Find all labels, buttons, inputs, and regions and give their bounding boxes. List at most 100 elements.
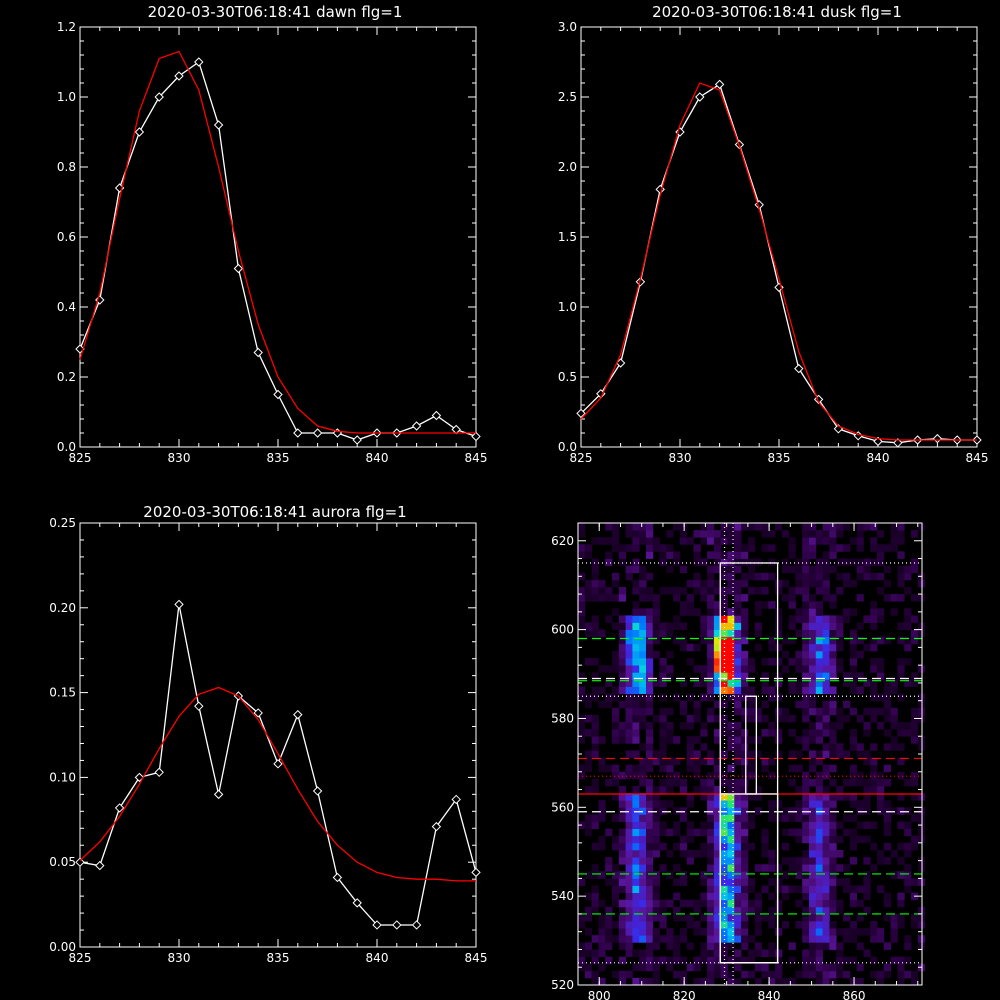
heatmap-cell (727, 736, 735, 744)
heatmap-cell (809, 537, 817, 545)
heatmap-cell (904, 658, 912, 666)
heatmap-cell (775, 878, 783, 886)
heatmap-cell (849, 650, 857, 659)
heatmap-cell (720, 629, 728, 638)
heatmap-cell (809, 970, 817, 979)
heatmap-cell (768, 850, 776, 858)
heatmap-cell (890, 530, 898, 538)
dusk-plot-frame (580, 26, 978, 448)
heatmap-cell (815, 864, 823, 872)
heatmap-cell (659, 629, 667, 638)
heatmap-cell (904, 587, 912, 595)
heatmap-cell (612, 771, 620, 780)
heatmap-cell (741, 921, 749, 929)
heatmap-cell (639, 935, 647, 943)
heatmap-cell (625, 650, 633, 659)
heatmap-cell (917, 736, 925, 744)
heatmap-cell (829, 899, 837, 908)
heatmap-cell (625, 814, 633, 822)
heatmap-cell (734, 743, 742, 751)
heatmap-cell (856, 686, 864, 694)
heatmap-cell (727, 743, 735, 751)
heatmap-cell (639, 636, 647, 645)
heatmap-cell (713, 814, 722, 822)
heatmap-cell (720, 842, 728, 851)
heatmap-cell (646, 835, 654, 844)
heatmap-cell (822, 807, 830, 815)
heatmap-cell (863, 722, 871, 730)
heatmap-cell (809, 778, 817, 787)
heatmap-cell (707, 523, 715, 531)
heatmap-cell (802, 544, 810, 552)
heatmap-cell (639, 864, 647, 872)
heatmap-cell (904, 871, 912, 879)
heatmap-cell (713, 800, 722, 808)
heatmap-cell (883, 970, 891, 979)
heatmap-cell (598, 921, 606, 929)
heatmap-cell (679, 850, 688, 858)
heatmap-cell (700, 672, 708, 680)
dawn-title: 2020-03-30T06:18:41 dawn flg=1 (148, 3, 403, 21)
heatmap-cell (707, 864, 715, 872)
heatmap-cell (815, 672, 823, 680)
heatmap-cell (713, 565, 722, 574)
heatmap-cell (775, 693, 783, 702)
heatmap-cell (856, 963, 864, 972)
heatmap-cell (870, 665, 878, 673)
heatmap-cell (836, 530, 844, 538)
heatmap-cell (917, 942, 925, 950)
heatmap-cell (877, 722, 885, 730)
heatmap-cell (646, 793, 654, 801)
heatmap-cell (788, 864, 796, 872)
heatmap-cell (829, 928, 837, 936)
heatmap-cell (625, 949, 633, 957)
heatmap-cell (618, 622, 626, 630)
heatmap-cell (829, 864, 837, 872)
heatmap-cell (646, 857, 654, 865)
heatmap-cell (625, 807, 633, 815)
heatmap-cell (679, 977, 688, 986)
heatmap-cell (625, 892, 633, 901)
heatmap-cell (598, 594, 606, 602)
heatmap-cell (659, 665, 667, 673)
heatmap-cell (632, 629, 640, 638)
heatmap-cell (904, 722, 912, 730)
heatmap-cell (625, 622, 633, 630)
heatmap-cell (890, 679, 898, 687)
heatmap-cell (727, 572, 735, 581)
heatmap-cell (795, 572, 803, 581)
heatmap-cell (897, 771, 905, 780)
heatmap-cell (890, 523, 898, 531)
heatmap-cell (584, 693, 592, 702)
heatmap-cell (612, 778, 620, 787)
heatmap-cell (598, 736, 606, 744)
heatmap-cell (877, 672, 885, 680)
heatmap-cell (877, 928, 885, 936)
heatmap-cell (843, 672, 851, 680)
heatmap-cell (652, 899, 660, 908)
heatmap-cell (727, 729, 735, 737)
heatmap-cell (802, 714, 810, 723)
heatmap-cell (883, 636, 891, 645)
heatmap-cell (707, 757, 715, 766)
heatmap-cell (843, 956, 851, 965)
heatmap-cell (741, 793, 749, 801)
heatmap-cell (768, 530, 776, 538)
heatmap-cell (713, 949, 722, 957)
heatmap-cell (700, 615, 708, 623)
heatmap-cell (646, 871, 654, 879)
dusk-y-tick-label: 1.5 (558, 230, 577, 244)
heatmap-cell (591, 778, 599, 787)
heatmap-cell (788, 622, 796, 630)
heatmap-cell (849, 835, 857, 844)
heatmap-cell (673, 615, 681, 623)
dusk-y-tick-label: 3.0 (558, 20, 577, 34)
heatmap-cell (863, 793, 871, 801)
heatmap-cell (632, 608, 640, 616)
heatmap-cell (713, 871, 722, 879)
heatmap-cell (727, 558, 735, 566)
heatmap-cell (788, 551, 796, 559)
heatmap-cell (625, 523, 633, 531)
heatmap-cell (652, 928, 660, 936)
heatmap-cell (646, 878, 654, 886)
